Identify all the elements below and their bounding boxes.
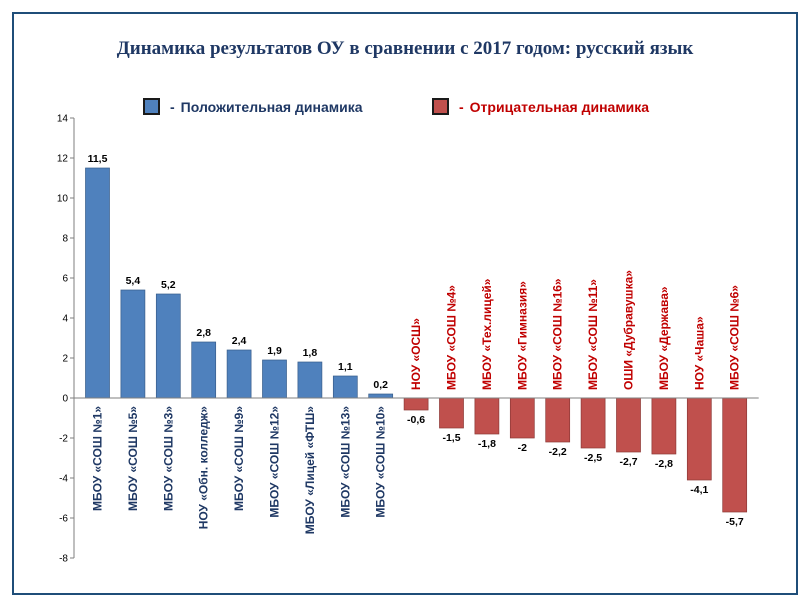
- y-tick-label: 4: [62, 314, 68, 325]
- bar: [120, 289, 146, 399]
- category-label: НОУ «Чаша»: [692, 316, 706, 390]
- bar-value-label: -1,5: [442, 432, 460, 444]
- category-label: МБОУ «СОШ №10»: [374, 406, 388, 518]
- bar-value-label: 11,5: [88, 153, 108, 165]
- bar: [545, 397, 571, 443]
- bar-value-label: -1,8: [478, 438, 496, 450]
- bar-value-label: -0,6: [407, 414, 425, 426]
- bar: [686, 397, 712, 481]
- bar-value-label: 1,1: [338, 361, 353, 373]
- chart-title: Динамика результатов ОУ в сравнении с 20…: [116, 38, 694, 59]
- category-label: МБОУ «СОШ №4»: [445, 285, 459, 390]
- legend-positive-label: Положительная динамика: [180, 98, 363, 115]
- chart-frame: [12, 12, 798, 595]
- bar: [85, 167, 110, 399]
- category-label: МБОУ «СОШ №16»: [551, 278, 565, 390]
- bar: [439, 397, 464, 429]
- category-label: МБОУ «СОШ №13»: [338, 406, 352, 518]
- legend-negative-swatch: [432, 98, 449, 115]
- bar: [191, 341, 217, 399]
- y-tick-label: 12: [57, 154, 69, 165]
- bar-value-label: 1,8: [303, 347, 318, 359]
- bar-value-label: 5,2: [161, 279, 176, 291]
- bar: [262, 359, 287, 399]
- bar: [403, 397, 429, 411]
- bar: [722, 397, 748, 513]
- y-tick-label: -4: [59, 474, 68, 485]
- bar: [651, 397, 677, 455]
- bar-value-label: -5,7: [726, 516, 744, 528]
- category-label: МБОУ «Лицей «ФТШ»: [303, 406, 317, 535]
- category-label: МБОУ «Держава»: [657, 286, 671, 390]
- y-tick-label: 2: [62, 354, 68, 365]
- y-tick-label: 14: [57, 114, 69, 125]
- bar-value-label: 2,8: [196, 327, 211, 339]
- bar: [155, 293, 181, 399]
- bar: [226, 349, 252, 399]
- y-tick-label: -2: [59, 434, 68, 445]
- category-label: НОУ «ОСШ»: [409, 318, 423, 390]
- bar: [297, 361, 323, 399]
- bar-value-label: -4,1: [690, 484, 708, 496]
- bar: [616, 397, 641, 453]
- category-label: МБОУ «Тех.лицей»: [480, 278, 494, 390]
- bar: [474, 397, 500, 435]
- category-label: МБОУ «Гимназия»: [515, 281, 529, 390]
- bar: [580, 397, 606, 449]
- category-label: МБОУ «СОШ №5»: [126, 406, 140, 511]
- legend-positive-swatch: [143, 98, 160, 115]
- y-tick-label: 6: [62, 274, 68, 285]
- y-tick-label: 0: [62, 394, 68, 405]
- y-tick-label: 8: [62, 234, 68, 245]
- category-label: МБОУ «СОШ №3»: [161, 406, 175, 511]
- category-label: МБОУ «СОШ №1»: [91, 406, 105, 511]
- bar-value-label: -2,8: [655, 458, 673, 470]
- category-label: МБОУ «СОШ №11»: [586, 279, 600, 390]
- legend-negative: - Отрицательная динамика: [432, 98, 649, 115]
- bar: [368, 393, 394, 399]
- bar-value-label: 0,2: [373, 379, 388, 391]
- bar-value-label: -2,5: [584, 452, 602, 464]
- legend-positive: - Положительная динамика: [143, 98, 362, 115]
- bar-value-label: -2,2: [549, 446, 567, 458]
- bar-value-label: 2,4: [232, 335, 247, 347]
- y-tick-label: -8: [59, 554, 68, 565]
- category-label: ОШИ «Дубравушка»: [622, 270, 636, 390]
- bar: [509, 397, 535, 439]
- y-tick-label: 10: [57, 194, 69, 205]
- bar-value-label: -2: [518, 442, 527, 454]
- bar: [332, 375, 358, 399]
- category-label: МБОУ «СОШ №12»: [268, 406, 282, 518]
- y-tick-label: -6: [59, 514, 68, 525]
- bar-value-label: -2,7: [619, 456, 637, 468]
- legend-positive-dash: -: [170, 98, 175, 115]
- category-label: НОУ «Обн. колледж»: [197, 406, 211, 530]
- bar-value-label: 5,4: [126, 275, 141, 287]
- legend-negative-label: Отрицательная динамика: [469, 98, 650, 115]
- legend-negative-dash: -: [459, 98, 464, 115]
- bar-value-label: 1,9: [267, 345, 282, 357]
- category-label: МБОУ «СОШ №6»: [728, 285, 742, 390]
- category-label: МБОУ «СОШ №9»: [232, 406, 246, 511]
